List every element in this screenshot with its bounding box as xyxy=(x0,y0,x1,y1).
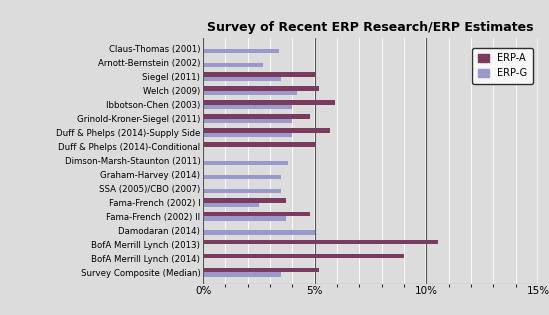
Bar xyxy=(203,268,319,272)
Bar xyxy=(203,91,297,95)
Title: Survey of Recent ERP Research/ERP Estimates: Survey of Recent ERP Research/ERP Estima… xyxy=(208,21,534,34)
Bar xyxy=(203,49,279,54)
Bar xyxy=(203,63,264,67)
Bar xyxy=(203,105,293,109)
Bar xyxy=(203,189,281,193)
Bar xyxy=(203,203,259,207)
Bar xyxy=(203,240,438,244)
Bar xyxy=(203,86,319,91)
Bar xyxy=(203,72,315,77)
Bar xyxy=(203,114,310,119)
Legend: ERP-A, ERP-G: ERP-A, ERP-G xyxy=(472,48,533,84)
Bar xyxy=(203,231,315,235)
Bar xyxy=(203,128,330,133)
Bar xyxy=(203,216,285,221)
Bar xyxy=(203,272,281,277)
Bar xyxy=(203,212,310,216)
Bar xyxy=(203,133,293,137)
Bar xyxy=(203,161,288,165)
Bar xyxy=(203,100,335,105)
Bar xyxy=(203,175,281,179)
Bar xyxy=(203,142,315,147)
Bar xyxy=(203,254,404,258)
Bar xyxy=(203,77,281,81)
Bar xyxy=(203,198,285,203)
Bar xyxy=(203,119,293,123)
